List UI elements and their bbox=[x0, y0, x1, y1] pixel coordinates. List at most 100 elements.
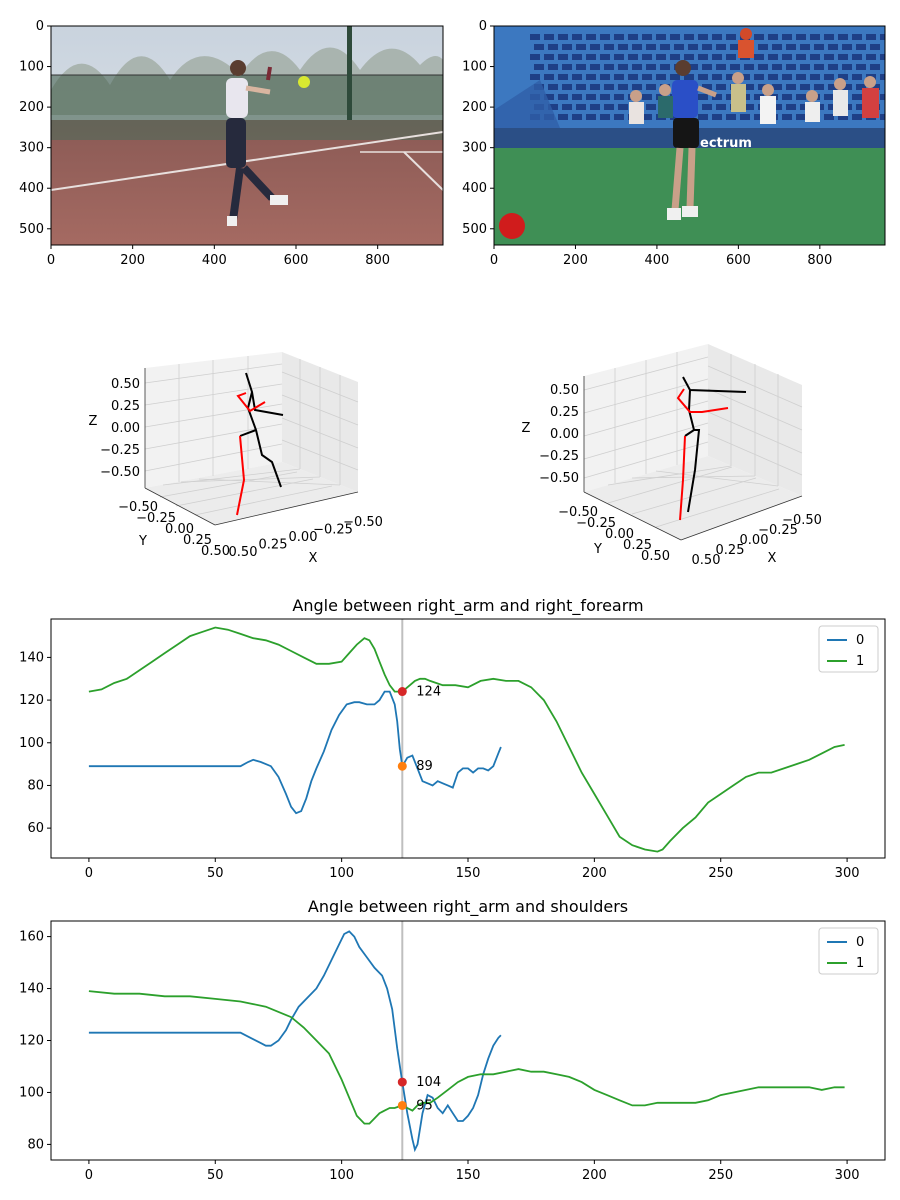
y-tick-label: 300 bbox=[19, 141, 44, 156]
seat bbox=[530, 74, 540, 80]
seat bbox=[796, 54, 806, 60]
z-tick-label: 0.25 bbox=[550, 405, 579, 420]
seat bbox=[810, 54, 820, 60]
seat bbox=[572, 94, 582, 100]
legend-box bbox=[818, 927, 879, 975]
seat bbox=[712, 54, 722, 60]
seat bbox=[548, 104, 558, 110]
x-tick-label: 50 bbox=[207, 866, 224, 881]
y-tick-label: 140 bbox=[19, 650, 44, 665]
seat bbox=[800, 64, 810, 70]
marker-value-label: 104 bbox=[416, 1075, 441, 1090]
seat bbox=[740, 74, 750, 80]
seat bbox=[838, 34, 848, 40]
value-marker bbox=[397, 687, 407, 697]
x-tick-label: 800 bbox=[365, 253, 390, 268]
seat bbox=[590, 104, 600, 110]
seat bbox=[702, 84, 712, 90]
x-tick-label: 600 bbox=[284, 253, 309, 268]
marker-value-label: 124 bbox=[416, 685, 441, 700]
y-tick-label: 100 bbox=[19, 736, 44, 751]
seat bbox=[754, 54, 764, 60]
y-tick-label: 300 bbox=[462, 141, 487, 156]
seat bbox=[870, 44, 880, 50]
seat bbox=[810, 74, 820, 80]
seat bbox=[660, 64, 670, 70]
seat bbox=[814, 64, 824, 70]
seat bbox=[758, 64, 768, 70]
seat bbox=[726, 54, 736, 60]
x-tick-label: 250 bbox=[708, 1168, 733, 1183]
y-tick-label: −0.25 bbox=[136, 511, 176, 526]
seat bbox=[684, 74, 694, 80]
seat bbox=[590, 84, 600, 90]
seat bbox=[852, 94, 862, 100]
seat bbox=[684, 54, 694, 60]
y-tick-label: 0 bbox=[479, 19, 487, 34]
y-tick-label: 100 bbox=[19, 60, 44, 75]
legend-entry-label: 0 bbox=[856, 633, 864, 648]
seat bbox=[814, 84, 824, 90]
x-tick-label: −0.25 bbox=[758, 523, 798, 538]
seat bbox=[586, 54, 596, 60]
seat bbox=[618, 44, 628, 50]
seat bbox=[800, 44, 810, 50]
seat bbox=[642, 114, 652, 120]
z-tick-label: −0.50 bbox=[100, 465, 140, 480]
z-tick-label: −0.50 bbox=[539, 471, 579, 486]
seat bbox=[628, 34, 638, 40]
y-tick-label: 200 bbox=[19, 100, 44, 115]
seat bbox=[712, 114, 722, 120]
seat bbox=[716, 64, 726, 70]
value-marker bbox=[397, 1077, 407, 1087]
seat bbox=[782, 74, 792, 80]
x-tick-label: 0.25 bbox=[716, 543, 745, 558]
x-tick-label: 300 bbox=[835, 1168, 860, 1183]
y-tick-label: 120 bbox=[19, 1034, 44, 1049]
seat bbox=[814, 44, 824, 50]
seat bbox=[544, 54, 554, 60]
pose-1-axis-labels: 0.500.250.00−0.25−0.50−0.50−0.250.000.25… bbox=[89, 377, 383, 566]
x-tick-label: 0.00 bbox=[289, 530, 318, 545]
frame-image-1: 0 200 400 600 800 0 100 200 300 400 500 bbox=[19, 19, 444, 268]
y-tick-label: 500 bbox=[19, 222, 44, 237]
legend-box bbox=[818, 625, 879, 673]
seat bbox=[548, 44, 558, 50]
y-tick-label: 60 bbox=[27, 821, 44, 836]
x-tick-label: 100 bbox=[329, 1168, 354, 1183]
z-tick-label: −0.25 bbox=[539, 449, 579, 464]
seat bbox=[730, 44, 740, 50]
seat bbox=[754, 114, 764, 120]
seat bbox=[632, 84, 642, 90]
seat bbox=[824, 54, 834, 60]
seat bbox=[800, 84, 810, 90]
y-tick-label: 0.50 bbox=[641, 549, 670, 564]
pose-1-skeleton bbox=[236, 372, 284, 516]
seat bbox=[796, 94, 806, 100]
seat bbox=[562, 64, 572, 70]
seat bbox=[590, 64, 600, 70]
seat bbox=[614, 94, 624, 100]
seat bbox=[646, 64, 656, 70]
seat bbox=[698, 54, 708, 60]
seat bbox=[824, 34, 834, 40]
seat bbox=[716, 84, 726, 90]
seat bbox=[810, 34, 820, 40]
z-tick-label: 0.00 bbox=[111, 421, 140, 436]
frame-2-axis-ticks: 0 200 400 600 800 0 100 200 300 400 500 bbox=[462, 19, 832, 268]
seat bbox=[670, 74, 680, 80]
seat bbox=[744, 104, 754, 110]
x-tick-label: 0 bbox=[490, 253, 498, 268]
seat bbox=[562, 84, 572, 90]
seat bbox=[670, 34, 680, 40]
seat bbox=[786, 84, 796, 90]
seat bbox=[614, 34, 624, 40]
seat bbox=[712, 94, 722, 100]
x-tick-label: 100 bbox=[329, 866, 354, 881]
series-lines bbox=[88, 930, 845, 1153]
seat bbox=[702, 44, 712, 50]
seat bbox=[618, 84, 628, 90]
seat bbox=[660, 44, 670, 50]
seat bbox=[782, 34, 792, 40]
